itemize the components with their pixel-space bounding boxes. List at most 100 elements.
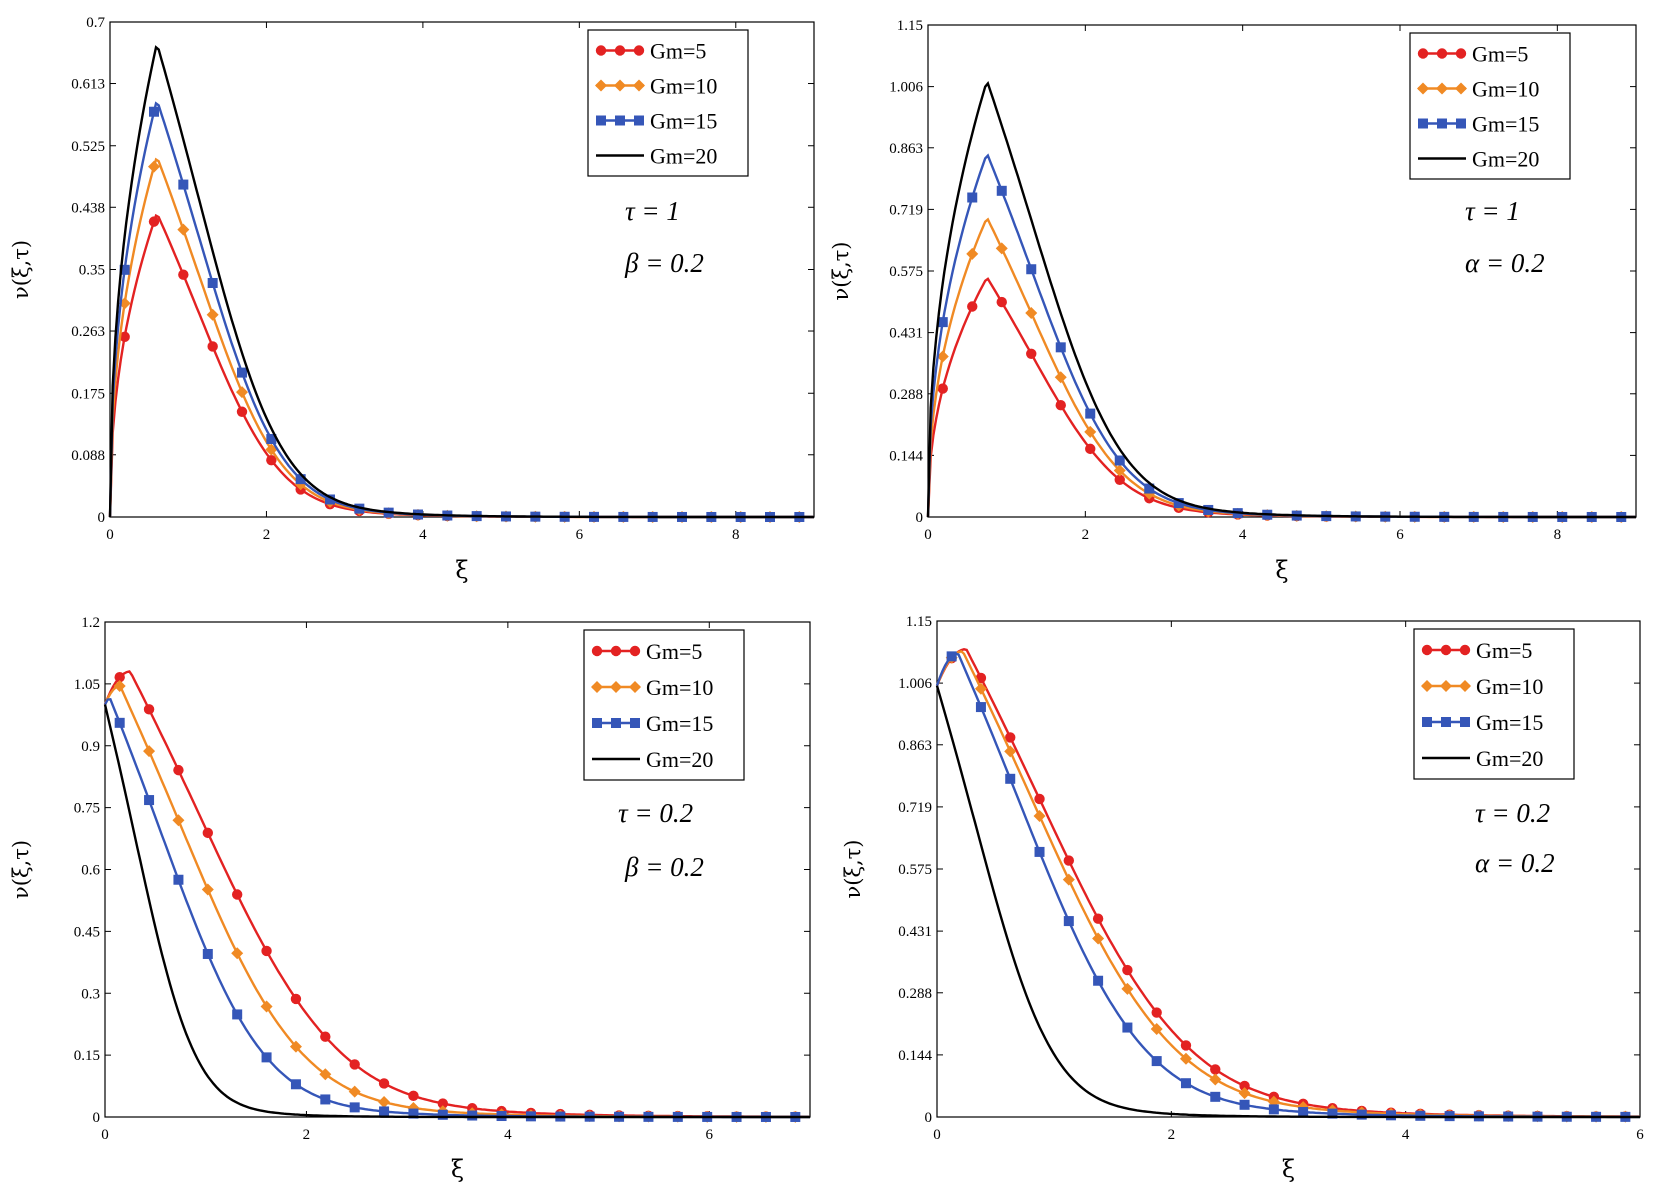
legend-marker [1440, 644, 1452, 656]
x-axis-label: ξ [451, 1155, 464, 1183]
data-point [379, 1106, 390, 1117]
y-tick-label: 0.431 [889, 326, 923, 342]
legend-box [587, 29, 749, 177]
data-point [1151, 1007, 1162, 1018]
data-point [177, 223, 190, 236]
x-tick-label: 8 [1554, 527, 1562, 543]
legend-entry-label: Gm=10 [1476, 674, 1543, 699]
data-point [1268, 1104, 1279, 1115]
data-point [1033, 809, 1046, 822]
legend-marker [592, 718, 602, 728]
data-point [320, 1094, 331, 1105]
data-point [967, 192, 978, 203]
series-line [926, 153, 1636, 519]
legend-entry-label: Gm=10 [650, 74, 717, 99]
y-tick-label: 1.05 [74, 677, 100, 693]
y-axis-label: ν(ξ,τ) [9, 840, 33, 899]
data-point [173, 874, 184, 885]
legend: Gm=5 Gm=10 Gm=15 Gm=20 [583, 629, 745, 781]
data-point [349, 1059, 360, 1070]
series-Gm-20 [103, 704, 810, 1119]
annotation: τ = 0.2 [618, 798, 693, 828]
legend-marker [1421, 680, 1433, 692]
data-point [1210, 1064, 1221, 1075]
data-point [1005, 773, 1016, 784]
data-point [266, 434, 277, 445]
series-Gm-10 [108, 157, 814, 523]
series-Gm-15 [926, 153, 1636, 522]
data-point [349, 1102, 360, 1113]
legend-marker [591, 645, 603, 657]
x-tick-label: 0 [924, 527, 932, 543]
x-tick-label: 2 [1168, 1127, 1176, 1143]
data-point [1063, 916, 1074, 927]
data-point [1114, 474, 1125, 485]
y-tick-label: 0.35 [79, 263, 105, 279]
legend-marker [1459, 644, 1471, 656]
y-tick-label: 0 [98, 510, 106, 526]
data-point [207, 277, 218, 288]
data-point [1144, 483, 1155, 494]
series-line [108, 45, 814, 519]
data-point [201, 883, 214, 896]
legend-marker [633, 45, 645, 56]
legend-entry-label: Gm=20 [1472, 147, 1539, 172]
x-axis-label: ξ [1282, 1155, 1295, 1183]
x-tick-label: 6 [1636, 1127, 1644, 1143]
series-line [108, 157, 814, 519]
data-point [231, 889, 243, 900]
y-tick-label: 0.088 [71, 448, 105, 464]
data-point [113, 679, 126, 692]
data-point [1093, 975, 1104, 986]
data-point [467, 1110, 478, 1121]
data-point [148, 216, 160, 227]
y-tick-label: 0.719 [889, 202, 923, 218]
legend-entry-label: Gm=5 [1476, 638, 1532, 663]
data-point [408, 1090, 419, 1102]
legend-marker [1418, 118, 1428, 129]
series-Gm-20 [108, 45, 814, 519]
series-Gm-20 [926, 80, 1636, 519]
data-point [261, 1052, 272, 1063]
data-point [325, 494, 335, 505]
y-tick-label: 0.525 [71, 139, 105, 155]
y-tick-label: 0.613 [71, 77, 105, 93]
data-point [290, 993, 302, 1005]
data-point [1122, 1022, 1133, 1033]
y-tick-label: 0.575 [898, 862, 932, 878]
data-point [1150, 1022, 1163, 1035]
data-point [967, 301, 978, 312]
y-tick-label: 0 [916, 510, 924, 526]
x-tick-label: 2 [1082, 527, 1090, 543]
data-point [437, 1109, 448, 1120]
data-point [178, 179, 189, 190]
legend-entry-label: Gm=5 [650, 39, 706, 64]
data-point [1210, 1091, 1221, 1102]
legend-marker [1456, 118, 1466, 129]
legend-marker [595, 45, 607, 56]
x-tick-label: 0 [106, 527, 114, 543]
data-point [266, 454, 277, 466]
legend-entry-label: Gm=20 [650, 144, 717, 169]
data-point [966, 247, 979, 260]
data-point [236, 386, 248, 399]
data-point [232, 1009, 243, 1020]
data-point [231, 947, 244, 960]
data-point [320, 1031, 331, 1042]
legend-entry-label: Gm=15 [1472, 112, 1539, 137]
data-point [1114, 455, 1125, 466]
legend-marker [630, 718, 640, 728]
data-point [975, 702, 986, 713]
data-point [206, 308, 219, 321]
data-point [946, 651, 957, 662]
data-point [289, 1040, 302, 1053]
legend-marker [596, 115, 606, 126]
y-tick-label: 1.006 [889, 80, 923, 96]
x-tick-label: 4 [1402, 1127, 1410, 1143]
data-point [114, 672, 125, 683]
y-tick-label: 0.15 [74, 1048, 100, 1064]
y-tick-label: 0.175 [71, 386, 105, 402]
data-point [202, 827, 214, 839]
legend-marker [1421, 644, 1433, 656]
